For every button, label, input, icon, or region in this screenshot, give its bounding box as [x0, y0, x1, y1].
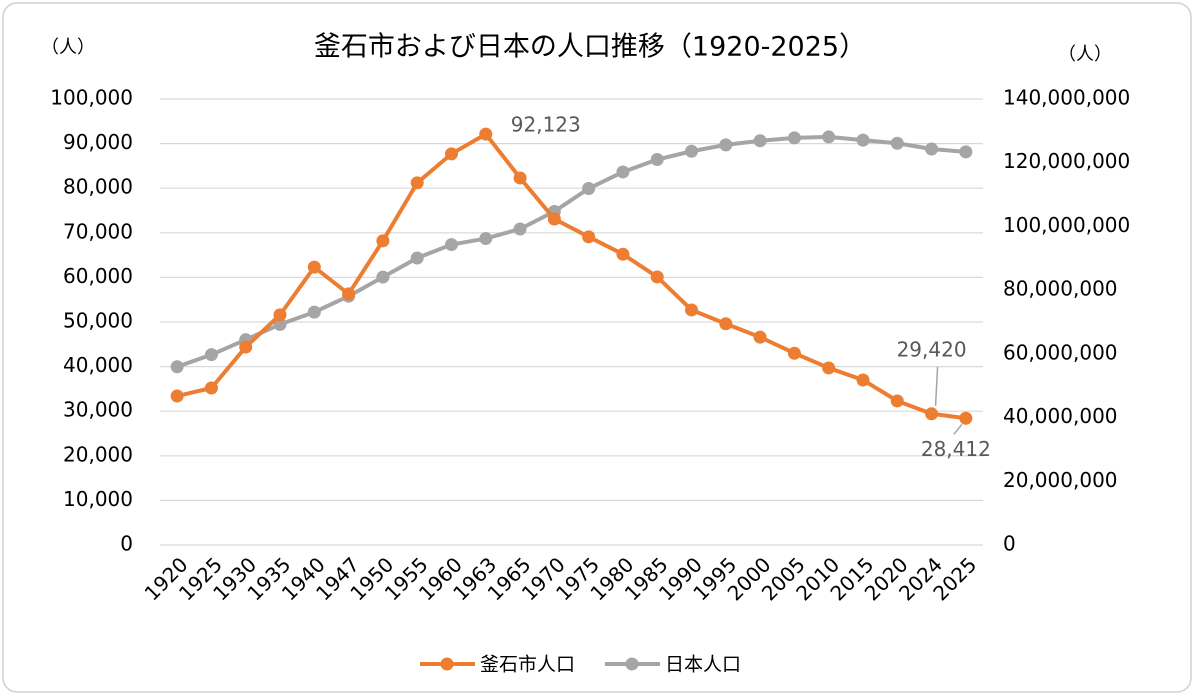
y-tick-label: 40,000 [63, 353, 133, 377]
series-marker [925, 142, 939, 156]
series-marker [822, 130, 836, 144]
y-tick-label: 0 [120, 532, 133, 556]
y-tick-label: 70,000 [63, 219, 133, 243]
series-marker [273, 308, 287, 322]
series-marker [170, 389, 184, 403]
series-marker [582, 230, 596, 244]
y2-axis-unit: （人） [1058, 44, 1112, 65]
series-marker [856, 133, 870, 147]
y-axis-unit: （人） [41, 37, 95, 58]
data-label: 92,123 [511, 113, 581, 137]
series-marker [204, 348, 218, 362]
legend-swatch-marker [625, 657, 639, 671]
chart-title: 釜石市および日本の人口推移（1920-2025） [314, 32, 866, 63]
series-marker [959, 411, 973, 425]
y-tick-label: 80,000 [63, 175, 133, 199]
series-marker [753, 330, 767, 344]
series-marker [376, 270, 390, 284]
y-tick-label: 30,000 [63, 398, 133, 422]
series-marker [547, 212, 561, 226]
series-marker [410, 176, 424, 190]
series-marker [513, 222, 527, 236]
series-marker [479, 127, 493, 141]
y-tick-label: 60,000 [63, 264, 133, 288]
y2-tick-label: 100,000,000 [1003, 213, 1130, 237]
y-tick-label: 10,000 [63, 487, 133, 511]
series-marker [616, 247, 630, 261]
series-marker [650, 153, 664, 167]
series-marker [239, 340, 253, 354]
series-marker [856, 373, 870, 387]
y2-tick-label: 140,000,000 [1003, 86, 1130, 110]
leader-line [934, 366, 939, 406]
series-marker [410, 251, 424, 265]
series-marker [719, 138, 733, 152]
data-label: 28,412 [921, 437, 991, 461]
series-marker [650, 270, 664, 284]
series-marker [513, 171, 527, 185]
series-marker [890, 136, 904, 150]
y2-tick-label: 80,000,000 [1003, 277, 1118, 301]
y2-tick-label: 60,000,000 [1003, 340, 1118, 364]
series-marker [204, 381, 218, 395]
legend-swatch-marker [440, 657, 454, 671]
series-marker [959, 145, 973, 159]
series-marker [685, 303, 699, 317]
series-marker [376, 234, 390, 248]
data-label: 29,420 [897, 337, 967, 361]
series-marker [307, 260, 321, 274]
series-marker [719, 317, 733, 331]
series-marker [787, 346, 801, 360]
series-marker [753, 134, 767, 148]
y-tick-label: 90,000 [63, 130, 133, 154]
legend-label: 釜石市人口 [480, 654, 575, 676]
series-marker [307, 305, 321, 319]
leader-line [953, 423, 963, 435]
y-tick-label: 50,000 [63, 309, 133, 333]
series-marker [822, 361, 836, 375]
series-marker [787, 131, 801, 145]
series-marker [890, 394, 904, 408]
series-marker [342, 287, 356, 301]
series-marker [582, 182, 596, 196]
series-marker [925, 407, 939, 421]
series-marker [444, 147, 458, 161]
y2-tick-label: 20,000,000 [1003, 468, 1118, 492]
y-tick-label: 20,000 [63, 442, 133, 466]
series-marker [479, 232, 493, 246]
series-marker [273, 317, 287, 331]
series-marker [170, 360, 184, 374]
y2-tick-label: 40,000,000 [1003, 404, 1118, 428]
series-marker [444, 238, 458, 252]
y2-tick-label: 120,000,000 [1003, 149, 1130, 173]
series-marker [685, 144, 699, 158]
legend-label: 日本人口 [665, 654, 741, 676]
series-marker [616, 165, 630, 179]
y-tick-label: 100,000 [50, 86, 133, 110]
y2-tick-label: 0 [1003, 532, 1016, 556]
